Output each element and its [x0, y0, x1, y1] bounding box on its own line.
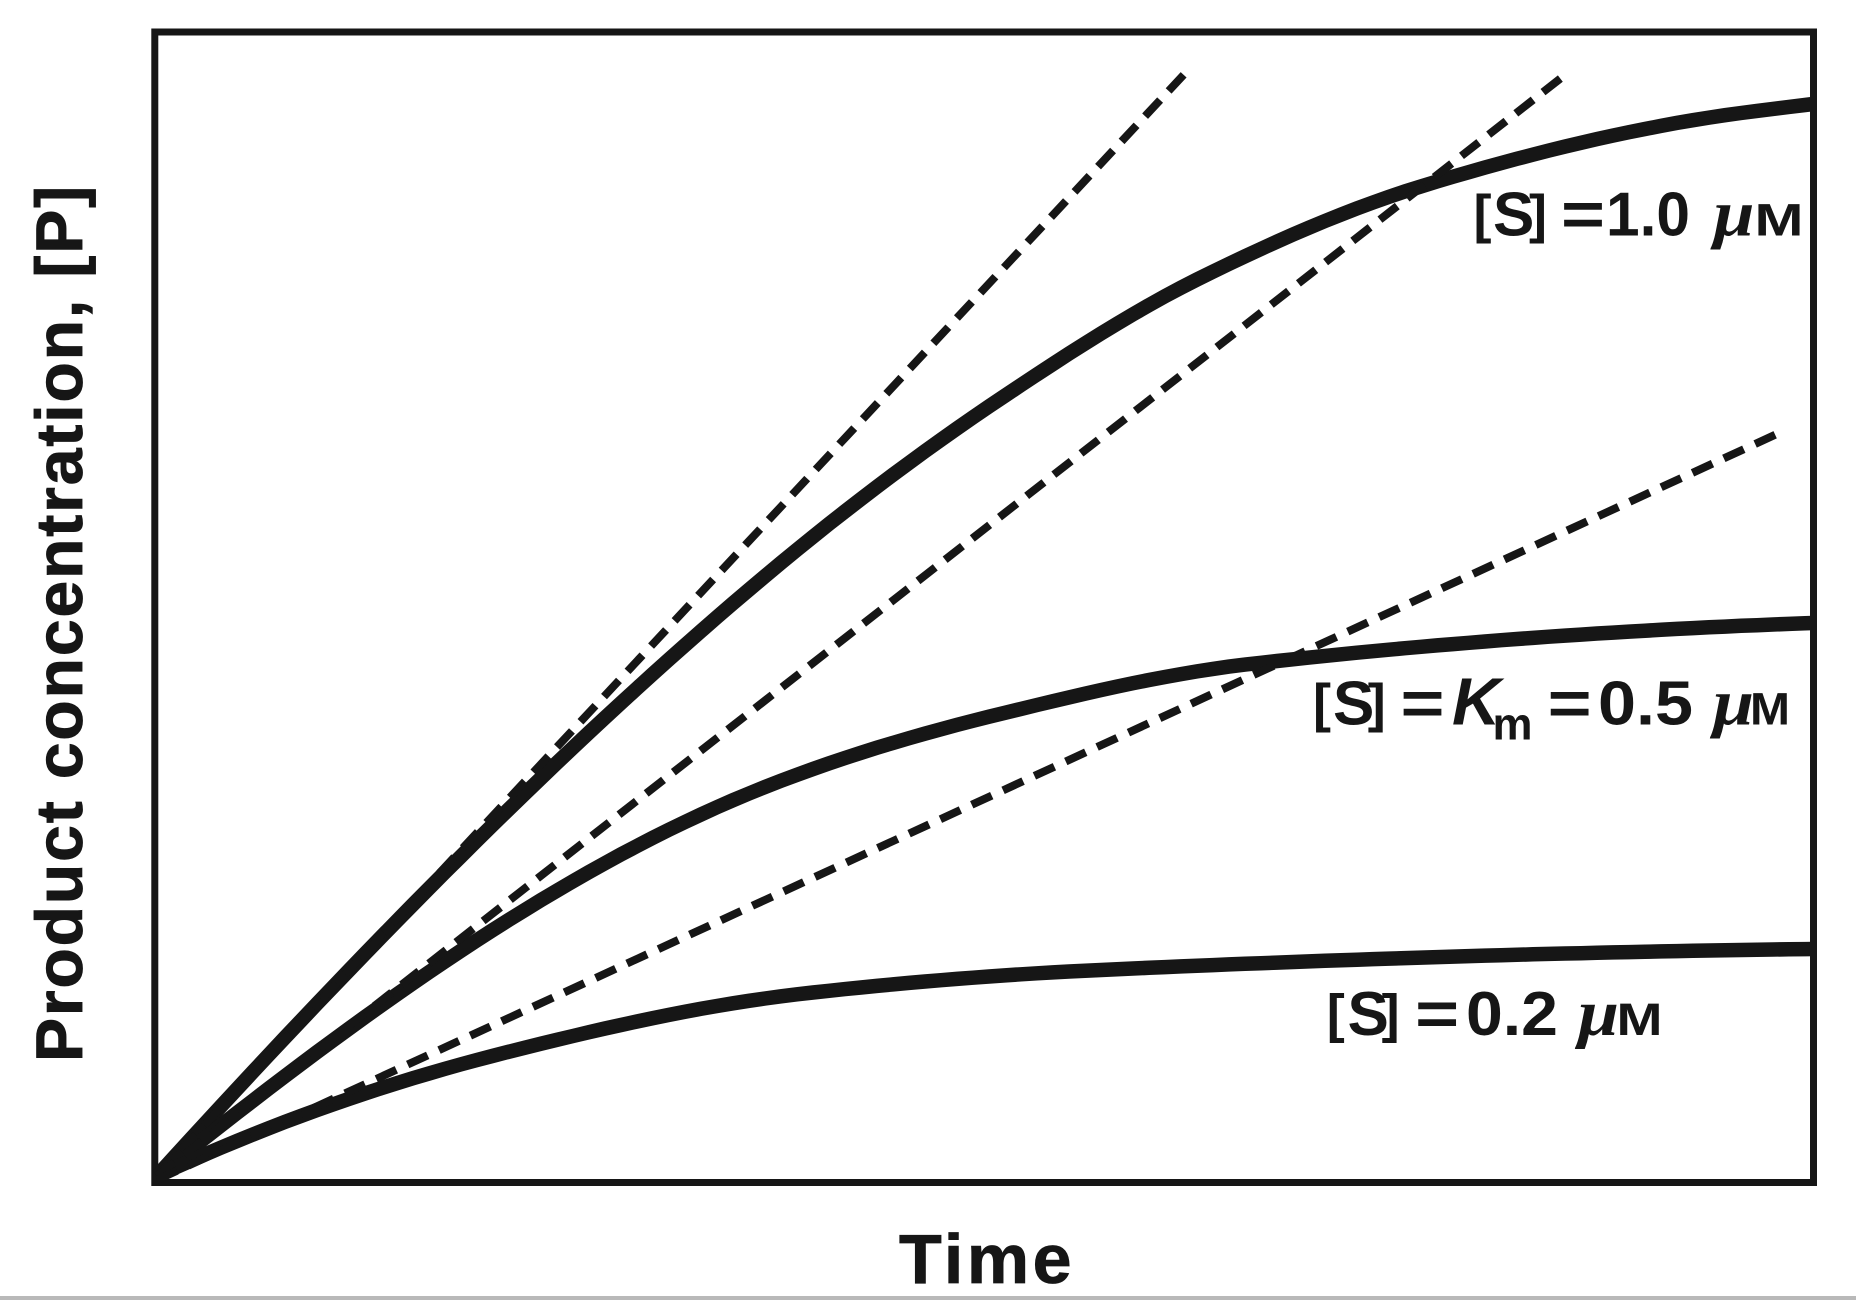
svg-text:Product concentration, [P]: Product concentration, [P]	[22, 184, 96, 1062]
svg-text:Time: Time	[899, 1220, 1075, 1298]
svg-text:[S]=1.0μM: [S] =1.0 μM	[1474, 178, 1804, 251]
svg-text:[S]=0.2μM: [S] = 0.2 μM	[1327, 977, 1663, 1050]
svg-text:[S]=Km=0.5μM: [S] = Km = 0.5 μM	[1313, 665, 1790, 750]
